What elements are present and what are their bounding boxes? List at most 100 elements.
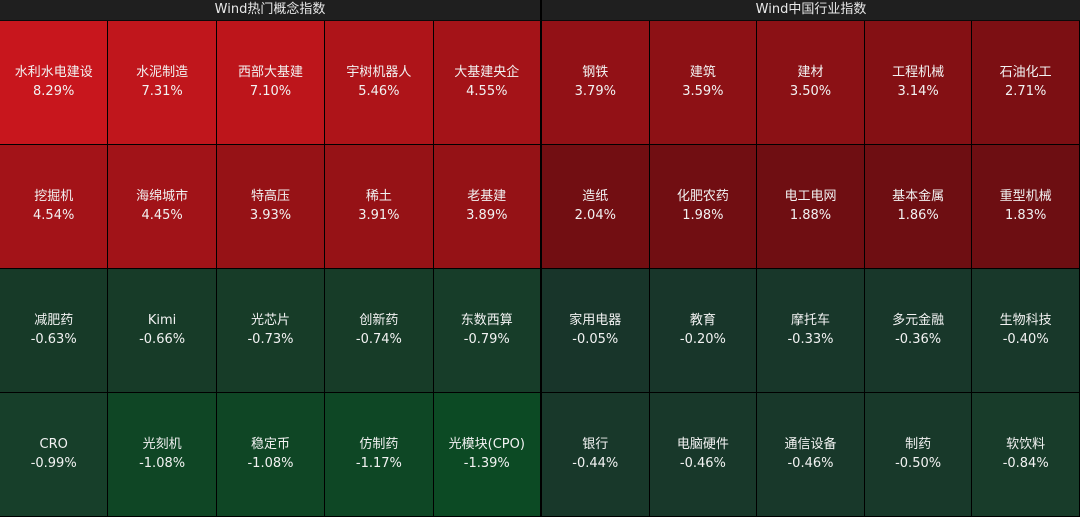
tile-change-percent: 1.86%: [897, 208, 939, 223]
concept-index-row: CRO -0.99% 光刻机 -1.08% 稳定币 -1.08% 仿制药 -1.17% 光模块(…: [0, 393, 542, 517]
tile-name: 减肥药: [34, 313, 74, 328]
concept-index-tile[interactable]: Kimi -0.66%: [108, 269, 217, 393]
industry-index-row: 家用电器 -0.05% 教育 -0.20% 摩托车 -0.33% 多元金融 -0.36% 生物科…: [542, 269, 1080, 393]
concept-index-row: 水利水电建设 8.29% 水泥制造 7.31% 西部大基建 7.10% 宇树机器人 5.46%…: [0, 21, 542, 145]
industry-index-tile[interactable]: 家用电器 -0.05%: [542, 269, 650, 393]
concept-index-tile[interactable]: 老基建 3.89%: [433, 145, 542, 269]
concept-index-tile[interactable]: 仿制药 -1.17%: [325, 393, 434, 517]
tile-name: 生物科技: [999, 313, 1052, 328]
tile-change-percent: 3.59%: [682, 84, 724, 99]
tile-change-percent: -0.79%: [463, 332, 510, 347]
industry-index-tile[interactable]: 化肥农药 1.98%: [649, 145, 758, 269]
industry-index-tile[interactable]: 制药 -0.50%: [864, 393, 973, 517]
industry-index-tile[interactable]: 电工电网 1.88%: [757, 145, 865, 269]
tile-change-percent: -0.63%: [30, 332, 77, 347]
industry-index-title: Wind中国行业指数: [542, 0, 1080, 21]
tile-name: 创新药: [359, 313, 399, 328]
industry-index-tile[interactable]: 电脑硬件 -0.46%: [649, 393, 758, 517]
industry-index-panel: Wind中国行业指数 钢铁 3.79% 建筑 3.59% 建材 3.50% 工程机械 3.14…: [542, 0, 1080, 517]
industry-index-tile[interactable]: 银行 -0.44%: [542, 393, 650, 517]
tile-change-percent: 3.79%: [574, 84, 616, 99]
concept-index-tile[interactable]: 水利水电建设 8.29%: [0, 21, 109, 145]
tile-name: 电工电网: [784, 189, 837, 204]
concept-index-tile[interactable]: 挖掘机 4.54%: [0, 145, 109, 269]
tile-name: 稳定币: [250, 437, 290, 452]
concept-index-grid: 水利水电建设 8.29% 水泥制造 7.31% 西部大基建 7.10% 宇树机器人 5.46%…: [0, 21, 542, 517]
concept-index-row: 挖掘机 4.54% 海绵城市 4.45% 特高压 3.93% 稀土 3.91% 老基建 3.89%: [0, 145, 542, 269]
industry-index-tile[interactable]: 摩托车 -0.33%: [757, 269, 865, 393]
industry-index-row: 银行 -0.44% 电脑硬件 -0.46% 通信设备 -0.46% 制药 -0.50% 软饮料 -…: [542, 393, 1080, 517]
industry-index-tile[interactable]: 软饮料 -0.84%: [972, 393, 1080, 517]
tile-name: 建材: [797, 65, 824, 80]
tile-name: CRO: [39, 437, 68, 452]
industry-index-tile[interactable]: 多元金融 -0.36%: [864, 269, 973, 393]
concept-index-tile[interactable]: 减肥药 -0.63%: [0, 269, 109, 393]
tile-change-percent: 1.83%: [1005, 208, 1047, 223]
industry-index-row: 造纸 2.04% 化肥农药 1.98% 电工电网 1.88% 基本金属 1.86% 重型机械 1.…: [542, 145, 1080, 269]
tile-name: 海绵城市: [136, 189, 189, 204]
tile-change-percent: -1.08%: [247, 456, 294, 471]
industry-index-tile[interactable]: 基本金属 1.86%: [864, 145, 973, 269]
tile-change-percent: -0.44%: [572, 456, 619, 471]
concept-index-tile[interactable]: 宇树机器人 5.46%: [325, 21, 434, 145]
tile-name: 软饮料: [1006, 437, 1046, 452]
concept-index-tile[interactable]: 大基建央企 4.55%: [433, 21, 542, 145]
concept-index-tile[interactable]: CRO -0.99%: [0, 393, 109, 517]
tile-name: 银行: [582, 437, 609, 452]
industry-index-tile[interactable]: 教育 -0.20%: [649, 269, 758, 393]
tile-name: 造纸: [582, 189, 609, 204]
industry-index-tile[interactable]: 建筑 3.59%: [649, 21, 758, 145]
concept-index-tile[interactable]: 特高压 3.93%: [216, 145, 326, 269]
industry-index-tile[interactable]: 钢铁 3.79%: [542, 21, 650, 145]
tile-name: 多元金融: [892, 313, 945, 328]
tile-change-percent: 8.29%: [33, 84, 75, 99]
concept-index-title: Wind热门概念指数: [0, 0, 542, 21]
tile-change-percent: 2.04%: [574, 208, 616, 223]
concept-index-tile[interactable]: 稳定币 -1.08%: [216, 393, 326, 517]
tile-name: 水利水电建设: [14, 65, 93, 80]
industry-index-tile[interactable]: 建材 3.50%: [757, 21, 865, 145]
tile-name: 摩托车: [790, 313, 830, 328]
tile-name: 稀土: [365, 189, 392, 204]
tile-change-percent: -0.73%: [247, 332, 294, 347]
concept-index-tile[interactable]: 海绵城市 4.45%: [108, 145, 217, 269]
tile-name: 特高压: [250, 189, 290, 204]
industry-index-tile[interactable]: 造纸 2.04%: [542, 145, 650, 269]
tile-name: 仿制药: [359, 437, 399, 452]
tile-name: 大基建央企: [454, 65, 520, 80]
tile-change-percent: -1.17%: [355, 456, 402, 471]
tile-name: 光模块(CPO): [448, 437, 525, 452]
concept-index-tile[interactable]: 创新药 -0.74%: [325, 269, 434, 393]
tile-change-percent: 1.88%: [789, 208, 832, 223]
tile-change-percent: 3.50%: [789, 84, 832, 99]
industry-index-tile[interactable]: 重型机械 1.83%: [972, 145, 1080, 269]
tile-name: 光刻机: [142, 437, 182, 452]
tile-change-percent: -0.50%: [895, 456, 942, 471]
concept-index-tile[interactable]: 水泥制造 7.31%: [108, 21, 217, 145]
concept-index-tile[interactable]: 光刻机 -1.08%: [108, 393, 217, 517]
tile-change-percent: 3.91%: [358, 208, 400, 223]
concept-index-tile[interactable]: 光芯片 -0.73%: [216, 269, 326, 393]
concept-index-tile[interactable]: 光模块(CPO) -1.39%: [433, 393, 542, 517]
concept-index-tile[interactable]: 东数西算 -0.79%: [433, 269, 542, 393]
industry-index-tile[interactable]: 生物科技 -0.40%: [972, 269, 1080, 393]
concept-index-tile[interactable]: 西部大基建 7.10%: [216, 21, 326, 145]
tile-name: 基本金属: [892, 189, 945, 204]
industry-index-tile[interactable]: 通信设备 -0.46%: [757, 393, 865, 517]
tile-name: 石油化工: [999, 65, 1052, 80]
concept-index-panel: Wind热门概念指数 水利水电建设 8.29% 水泥制造 7.31% 西部大基建 7.10…: [0, 0, 542, 517]
tile-name: 通信设备: [784, 437, 837, 452]
tile-name: 东数西算: [460, 313, 513, 328]
concept-index-tile[interactable]: 稀土 3.91%: [325, 145, 434, 269]
tile-name: 老基建: [467, 189, 507, 204]
industry-index-tile[interactable]: 工程机械 3.14%: [864, 21, 973, 145]
tile-change-percent: 1.98%: [682, 208, 724, 223]
tile-change-percent: -0.40%: [1002, 332, 1049, 347]
tile-change-percent: 3.14%: [897, 84, 939, 99]
tile-change-percent: 2.71%: [1005, 84, 1047, 99]
tile-change-percent: -1.08%: [139, 456, 186, 471]
tile-name: Kimi: [147, 313, 177, 328]
tile-change-percent: 4.55%: [466, 84, 508, 99]
industry-index-tile[interactable]: 石油化工 2.71%: [972, 21, 1080, 145]
